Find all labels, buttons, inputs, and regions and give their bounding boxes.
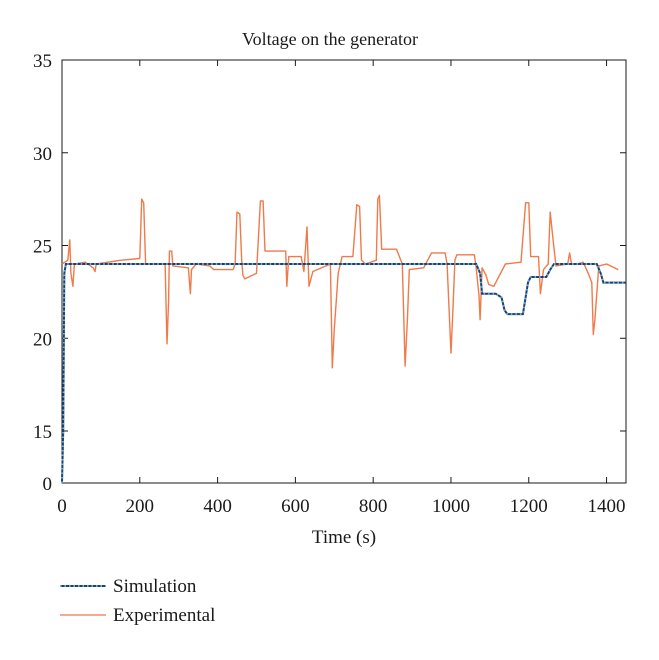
x-tick-label: 400 bbox=[203, 496, 232, 517]
x-tick-label: 1200 bbox=[510, 496, 548, 517]
x-tick-label: 600 bbox=[281, 496, 310, 517]
simulation-line bbox=[61, 263, 626, 484]
simulation-dots bbox=[61, 263, 626, 484]
y-tick-label: 30 bbox=[33, 144, 52, 165]
axis-ticks bbox=[61, 59, 626, 484]
x-tick-label: 200 bbox=[126, 496, 155, 517]
simulation-series bbox=[61, 263, 626, 484]
x-tick-labels: 0 200 400 600 800 1000 1200 1400 bbox=[57, 496, 625, 517]
experimental-line bbox=[61, 194, 619, 369]
x-axis-label: Time (s) bbox=[312, 527, 376, 548]
y-tick-label: 0 bbox=[43, 474, 53, 495]
x-tick-label: 1400 bbox=[588, 496, 626, 517]
experimental-series bbox=[61, 194, 619, 369]
legend: Simulation Experimental bbox=[60, 576, 215, 626]
legend-label-simulation: Simulation bbox=[113, 576, 197, 597]
y-tick-labels: 0 15 20 25 30 35 bbox=[33, 51, 52, 495]
legend-label-experimental: Experimental bbox=[113, 605, 215, 626]
chart-title: Voltage on the generator bbox=[242, 29, 418, 49]
plot-frame bbox=[61, 59, 627, 484]
x-tick-label: 1000 bbox=[432, 496, 470, 517]
y-tick-label: 15 bbox=[33, 422, 52, 443]
x-tick-label: 800 bbox=[359, 496, 388, 517]
y-tick-label: 25 bbox=[33, 237, 52, 258]
x-tick-label: 0 bbox=[57, 496, 67, 517]
y-tick-label: 35 bbox=[33, 51, 52, 72]
y-tick-label: 20 bbox=[33, 329, 52, 350]
